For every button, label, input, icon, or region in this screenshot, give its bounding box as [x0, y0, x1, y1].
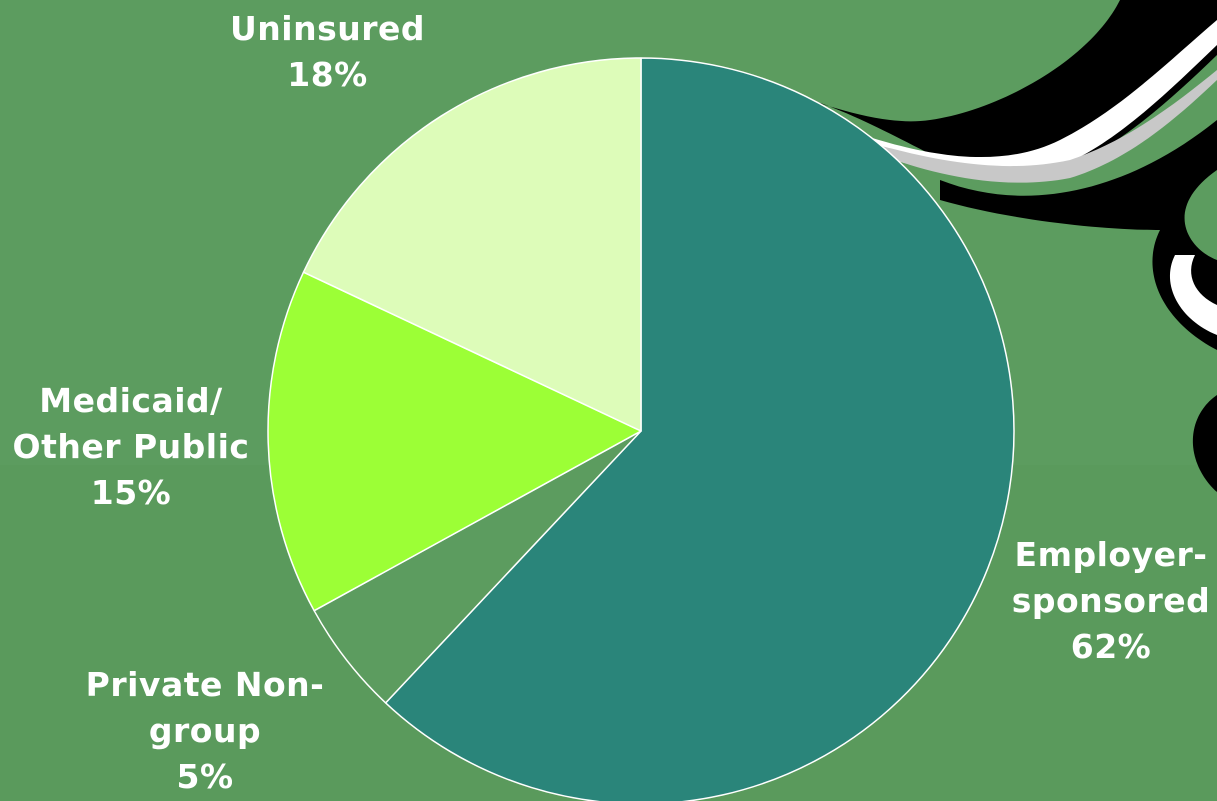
value-label: 15% [90, 473, 172, 512]
label-line: Uninsured [229, 9, 425, 48]
swoosh-stripe-2 [860, 70, 1217, 183]
swoosh-lower [940, 120, 1217, 350]
pie-slice-uninsured [302, 57, 642, 432]
label-line: sponsored [1011, 581, 1211, 620]
value-label: 18% [287, 55, 368, 94]
label-medicaid-other-public: Medicaid/ Other Public 15% [0, 378, 262, 516]
label-private-non-group: Private Non- group 5% [70, 662, 340, 800]
swoosh-bottom [1192, 395, 1217, 492]
label-line: Private Non- [85, 665, 325, 704]
value-label: 5% [176, 757, 234, 796]
pie-slice-medicaid-other-public [267, 271, 642, 612]
pie-slice-employer-sponsored [384, 57, 1015, 801]
label-line: Employer- [1014, 535, 1208, 574]
label-line: Medicaid/ [39, 381, 223, 420]
swoosh-stripe-1 [820, 20, 1217, 178]
label-line: group [148, 711, 262, 750]
label-line: Other Public [12, 427, 250, 466]
value-label: 62% [1070, 627, 1152, 666]
swoosh-lower-white [1169, 255, 1217, 335]
label-employer-sponsored: Employer- sponsored 62% [1006, 532, 1216, 670]
label-uninsured: Uninsured 18% [210, 6, 445, 98]
